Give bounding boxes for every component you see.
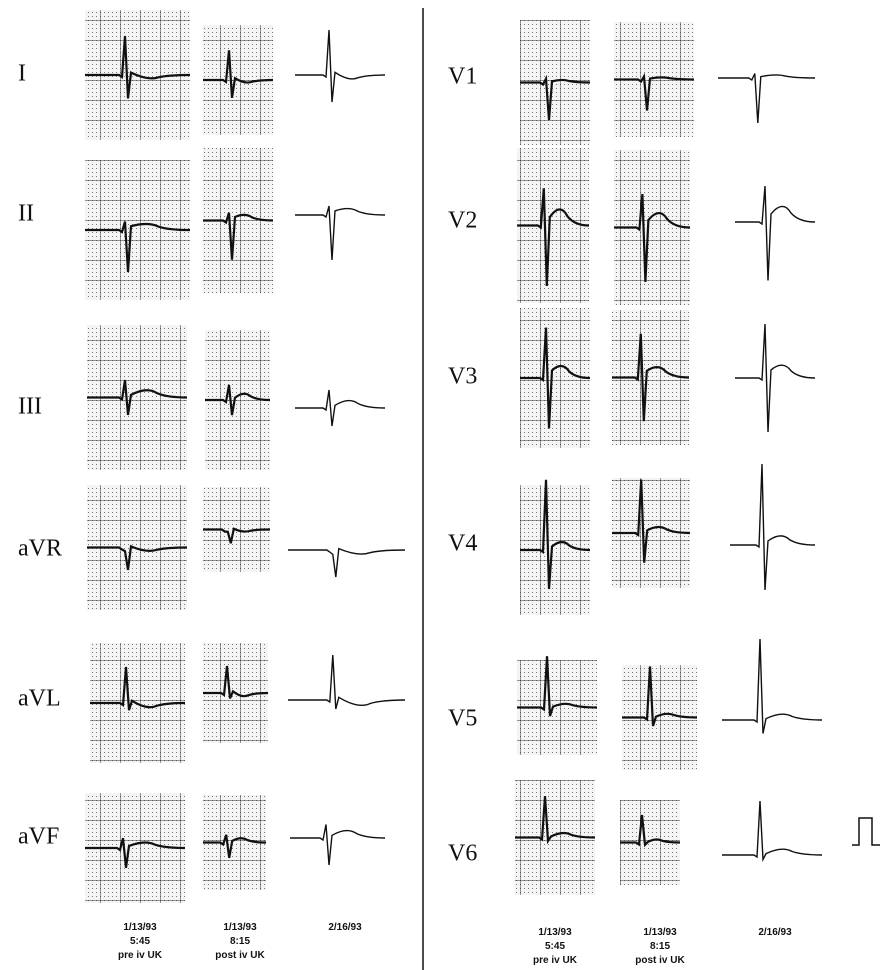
ecg-trace — [288, 549, 405, 577]
lead-label: V6 — [448, 841, 477, 867]
ecg-figure: IIIIIIaVRaVLaVF1/13/935:45pre iv UK1/13/… — [0, 0, 883, 970]
ecg-trace — [288, 655, 405, 709]
ecg-trace — [295, 30, 385, 102]
column-caption: pre iv UK — [533, 955, 578, 966]
ecg-trace — [722, 639, 822, 734]
lead-label: V2 — [448, 208, 477, 234]
column-caption: post iv UK — [635, 955, 685, 966]
lead-label: aVF — [18, 824, 59, 850]
lead-label: I — [18, 61, 26, 87]
ecg-trace — [735, 324, 815, 432]
lead-label: V3 — [448, 364, 477, 390]
lead-label: V5 — [448, 706, 477, 732]
column-caption: pre iv UK — [118, 950, 163, 961]
ecg-trace — [718, 74, 815, 124]
column-caption: 5:45 — [545, 941, 565, 952]
column-caption: 1/13/93 — [538, 927, 572, 938]
column-caption: post iv UK — [215, 950, 265, 961]
column-caption: 8:15 — [230, 936, 250, 947]
lead-label: V1 — [448, 64, 477, 90]
ecg-trace — [290, 825, 385, 866]
lead-label: II — [18, 201, 34, 227]
ecg-trace — [735, 186, 815, 281]
column-caption: 2/16/93 — [758, 927, 792, 938]
column-caption: 5:45 — [130, 936, 150, 947]
lead-label: V4 — [448, 531, 477, 557]
ecg-trace — [295, 390, 385, 426]
calibration-pulse — [852, 818, 880, 845]
column-caption: 2/16/93 — [328, 922, 362, 933]
column-caption: 1/13/93 — [643, 927, 677, 938]
lead-label: aVL — [18, 686, 61, 712]
ecg-trace — [295, 206, 385, 260]
column-caption: 1/13/93 — [123, 922, 157, 933]
lead-label: aVR — [18, 536, 62, 562]
column-caption: 1/13/93 — [223, 922, 257, 933]
column-caption: 8:15 — [650, 941, 670, 952]
lead-label: III — [18, 394, 42, 420]
ecg-trace — [722, 801, 822, 860]
ecg-trace — [730, 464, 815, 590]
